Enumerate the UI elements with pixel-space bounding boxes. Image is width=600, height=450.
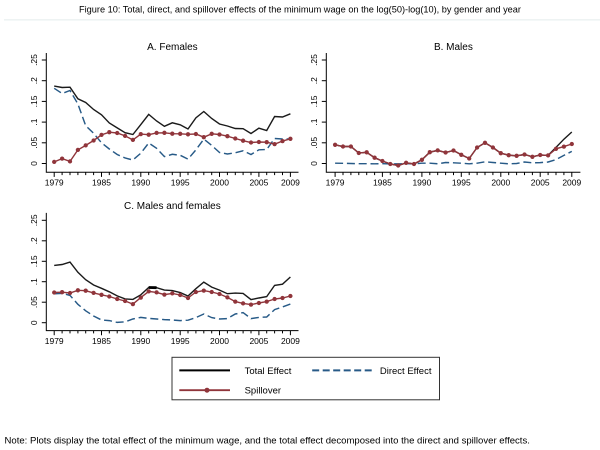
svg-text:0: 0 — [29, 161, 39, 166]
svg-text:.2: .2 — [29, 237, 39, 244]
svg-text:0: 0 — [309, 161, 319, 166]
svg-text:1979: 1979 — [45, 336, 64, 346]
svg-text:1985: 1985 — [373, 178, 392, 188]
svg-text:1979: 1979 — [326, 178, 345, 188]
svg-text:.1: .1 — [309, 118, 319, 125]
svg-text:1990: 1990 — [131, 336, 150, 346]
svg-text:.2: .2 — [29, 77, 39, 84]
svg-text:A. Females: A. Females — [147, 42, 198, 53]
svg-text:1995: 1995 — [171, 178, 190, 188]
svg-text:.05: .05 — [29, 137, 39, 149]
svg-text:1995: 1995 — [171, 336, 190, 346]
svg-text:.25: .25 — [309, 54, 319, 66]
svg-text:0: 0 — [29, 320, 39, 325]
svg-text:Note: Plots display the total: Note: Plots display the total effect of … — [5, 436, 530, 447]
svg-text:2000: 2000 — [491, 178, 510, 188]
svg-text:1985: 1985 — [92, 336, 111, 346]
svg-text:Figure 10: Total, direct, and: Figure 10: Total, direct, and spillover … — [79, 5, 521, 15]
svg-text:2000: 2000 — [210, 178, 229, 188]
svg-text:1985: 1985 — [92, 178, 111, 188]
svg-text:.2: .2 — [309, 77, 319, 84]
svg-text:.15: .15 — [29, 95, 39, 107]
svg-text:.05: .05 — [309, 137, 319, 149]
svg-text:C. Males and females: C. Males and females — [124, 201, 221, 212]
svg-text:Total Effect: Total Effect — [245, 366, 292, 377]
svg-text:2005: 2005 — [249, 178, 268, 188]
svg-text:.25: .25 — [29, 214, 39, 226]
svg-text:.25: .25 — [29, 54, 39, 66]
svg-text:Spillover: Spillover — [245, 386, 281, 397]
svg-text:.1: .1 — [29, 118, 39, 125]
svg-text:2009: 2009 — [281, 336, 300, 346]
svg-text:2005: 2005 — [531, 178, 550, 188]
svg-text:2005: 2005 — [249, 336, 268, 346]
svg-text:2000: 2000 — [210, 336, 229, 346]
svg-text:Direct Effect: Direct Effect — [380, 366, 432, 377]
svg-text:.05: .05 — [29, 296, 39, 308]
svg-text:1990: 1990 — [412, 178, 431, 188]
svg-text:B. Males: B. Males — [434, 42, 473, 53]
svg-text:2009: 2009 — [562, 178, 581, 188]
svg-text:1979: 1979 — [45, 178, 64, 188]
svg-text:.15: .15 — [309, 95, 319, 107]
svg-text:.15: .15 — [29, 255, 39, 267]
svg-text:.1: .1 — [29, 278, 39, 285]
svg-text:1995: 1995 — [452, 178, 471, 188]
svg-text:1990: 1990 — [131, 178, 150, 188]
svg-text:2009: 2009 — [281, 178, 300, 188]
